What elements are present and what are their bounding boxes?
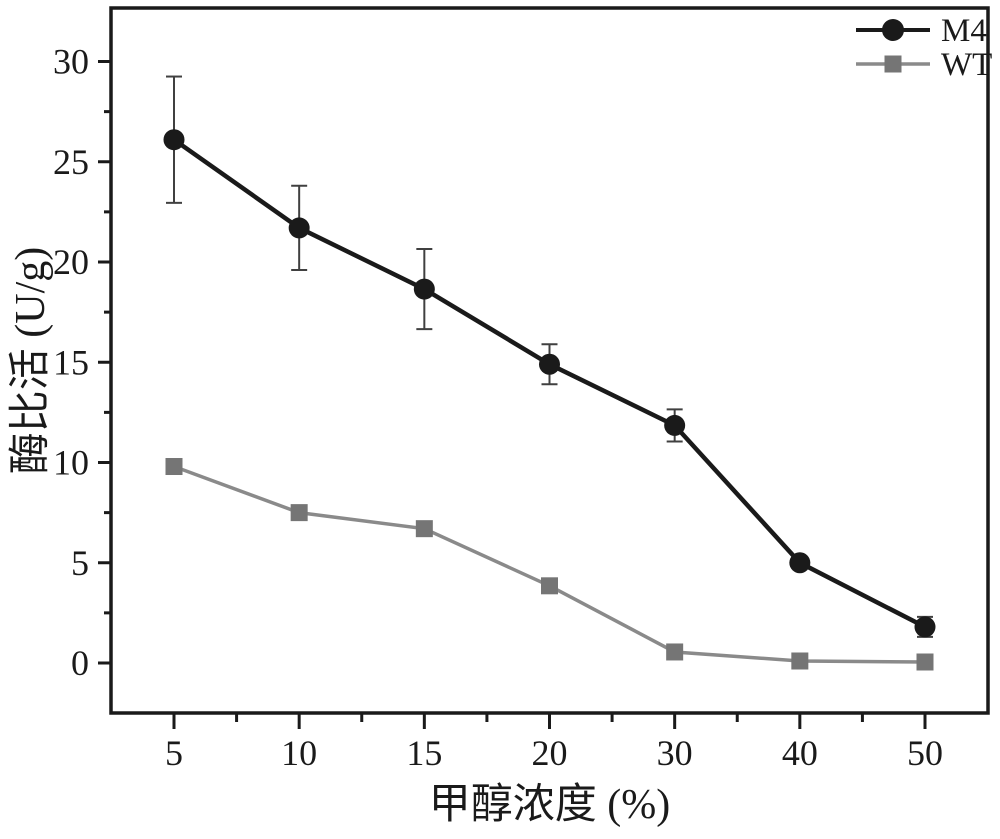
m4-marker: [914, 616, 936, 638]
x-axis-tick-label: 20: [532, 733, 568, 773]
wt-marker: [541, 577, 559, 595]
x-axis-tick-label: 5: [165, 733, 183, 773]
m4-marker: [789, 552, 811, 574]
wt-marker: [415, 520, 433, 538]
y-axis-tick-label: 0: [71, 643, 89, 683]
m4-marker: [413, 278, 435, 300]
x-axis-tick-label: 15: [406, 733, 442, 773]
legend-m4-label: M4: [941, 13, 987, 49]
wt-marker: [165, 458, 183, 476]
x-axis-title: 甲醇浓度 (%): [429, 782, 670, 828]
m4-marker: [539, 353, 561, 375]
y-axis-tick-label: 30: [53, 42, 89, 82]
y-axis-tick-label: 20: [53, 242, 89, 282]
m4-marker: [288, 217, 310, 239]
legend-m4-marker: [882, 19, 904, 41]
wt-series-line: [173, 464, 926, 664]
legend-wt-label: WT: [941, 47, 992, 83]
wt-marker: [290, 504, 308, 522]
m4-marker: [163, 129, 185, 151]
wt-marker: [791, 652, 809, 670]
plot-frame: [109, 6, 990, 715]
y-axis-tick-label: 10: [53, 443, 89, 483]
wt-marker: [666, 643, 684, 661]
x-axis-tick-label: 10: [281, 733, 317, 773]
legend-wt-marker: [884, 55, 902, 73]
wt-marker: [916, 653, 934, 671]
y-axis-tick-label: 15: [53, 342, 89, 382]
x-axis-tick-label: 50: [907, 733, 943, 773]
x-axis-tick-label: 30: [657, 733, 693, 773]
m4-marker: [664, 414, 686, 436]
y-axis-title: 酶比活 (U/g): [8, 247, 54, 474]
x-axis-tick-label: 40: [782, 733, 818, 773]
y-axis-tick-label: 25: [53, 142, 89, 182]
y-axis-tick-label: 5: [71, 543, 89, 583]
